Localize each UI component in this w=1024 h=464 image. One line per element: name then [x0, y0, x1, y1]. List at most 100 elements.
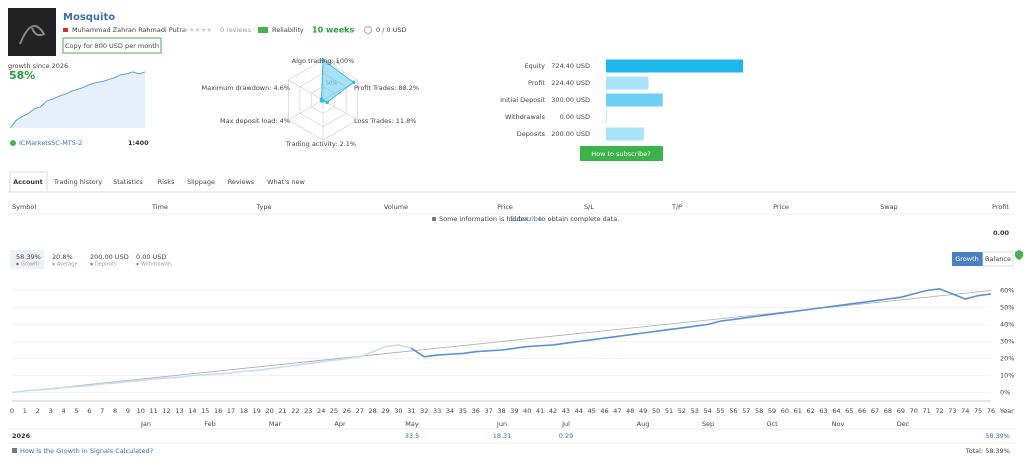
month-label: Apr	[334, 420, 346, 428]
x-tick-label: 74	[961, 407, 969, 415]
flag	[63, 28, 68, 32]
author[interactable]: Muhammad Zahran Rahmadi Putra	[72, 26, 186, 34]
bar	[606, 127, 644, 141]
x-tick-label: 22	[291, 407, 299, 415]
radar-label: Loss Trades: 11.8%	[354, 117, 416, 125]
bar	[606, 76, 649, 90]
tab[interactable]: Slippage	[187, 178, 215, 186]
x-tick-label: 4	[61, 407, 65, 415]
stars: ★★★★★	[183, 26, 212, 34]
growth-line	[410, 287, 992, 358]
x-tick-label: 55	[716, 407, 724, 415]
x-tick-label: 43	[562, 407, 570, 415]
month-growth: 18.31	[493, 432, 512, 440]
x-tick-label: 18	[240, 407, 248, 415]
x-tick-label: 1	[23, 407, 27, 415]
y-tick-label: 60%	[1000, 287, 1014, 295]
footer-link[interactable]: How is the Growth in Signals Calculated?	[20, 447, 153, 455]
x-tick-label: 37	[484, 407, 492, 415]
month-label: Jun	[496, 420, 507, 428]
copy-button-label[interactable]: Copy for 800 USD per month	[65, 42, 159, 50]
stat-dot	[90, 262, 93, 266]
x-tick-label: 76	[987, 407, 995, 415]
column-header: Profit	[992, 203, 1009, 211]
radar-label: Profit Trades: 88.2%	[354, 84, 419, 92]
notice-end: to obtain complete data.	[539, 215, 619, 223]
x-end-label: Year	[999, 407, 1014, 415]
chart-button[interactable]: Growth	[955, 255, 979, 263]
subscribe-label[interactable]: How to subscribe?	[591, 150, 650, 158]
radar-axis	[288, 79, 324, 101]
x-tick-label: 5	[74, 407, 78, 415]
x-tick-label: 44	[575, 407, 583, 415]
x-tick-label: 36	[472, 407, 480, 415]
x-tick-label: 51	[665, 407, 673, 415]
x-tick-label: 52	[678, 407, 686, 415]
leverage: 1:400	[128, 139, 149, 147]
y-tick-label: 20%	[1000, 355, 1014, 363]
tab[interactable]: What's new	[267, 178, 305, 186]
subscribe-button[interactable]	[580, 146, 663, 161]
stat-label: Growth	[21, 262, 39, 268]
y-tick-label: 30%	[1000, 338, 1014, 346]
tab[interactable]: Trading history	[53, 178, 102, 186]
tab[interactable]: Risks	[158, 178, 175, 186]
radar-tick: 100%	[326, 61, 341, 67]
balance-button[interactable]	[982, 251, 1014, 267]
bar	[606, 59, 743, 73]
stat-dot	[52, 262, 55, 266]
x-tick-label: 64	[832, 407, 840, 415]
x-tick-label: 50	[652, 407, 660, 415]
x-tick-label: 57	[742, 407, 750, 415]
y-tick-label: 10%	[1000, 372, 1014, 380]
x-tick-label: 12	[162, 407, 170, 415]
stat-label: Average	[57, 262, 78, 268]
reviews[interactable]: 0 reviews	[220, 26, 252, 34]
x-tick-label: 29	[381, 407, 389, 415]
info-icon	[12, 448, 17, 453]
notice-link[interactable]: Subscribe	[510, 215, 542, 223]
x-tick-label: 41	[536, 407, 544, 415]
x-tick-label: 30	[394, 407, 402, 415]
x-tick-label: 24	[317, 407, 325, 415]
x-tick-label: 6	[87, 407, 91, 415]
x-tick-label: 10	[137, 407, 145, 415]
x-tick-label: 23	[304, 407, 312, 415]
radar-point	[319, 97, 324, 101]
stat-label: Deposits	[95, 262, 117, 268]
avatar	[8, 8, 56, 56]
radar-label: Algo trading: 100%	[292, 57, 355, 65]
x-tick-label: 7	[100, 407, 104, 415]
server[interactable]: ICMarketsSC-MT5-2	[19, 139, 82, 147]
column-header: T/P	[671, 203, 682, 211]
x-tick-label: 46	[600, 407, 608, 415]
signal-title: Mosquito	[63, 12, 115, 23]
column-header: Symbol	[12, 203, 36, 211]
year-total: 58.39%	[985, 432, 1010, 440]
stat-label: Withdrawals	[141, 262, 172, 268]
tab[interactable]: Statistics	[113, 178, 143, 186]
x-tick-label: 25	[330, 407, 338, 415]
stat-value: 58.39%	[16, 253, 41, 261]
x-tick-label: 16	[214, 407, 222, 415]
bar	[606, 110, 607, 124]
tab[interactable]: Reviews	[228, 178, 255, 186]
x-tick-label: 13	[175, 407, 183, 415]
x-tick-label: 48	[626, 407, 634, 415]
column-header: Type	[256, 203, 272, 211]
chart-button[interactable]: Balance	[985, 255, 1011, 263]
x-tick-label: 21	[278, 407, 286, 415]
x-tick-label: 45	[588, 407, 596, 415]
x-tick-label: 49	[639, 407, 647, 415]
bar-label: Deposits	[517, 130, 546, 138]
growth-button[interactable]	[952, 252, 983, 266]
x-tick-label: 15	[201, 407, 209, 415]
notice-icon	[432, 217, 436, 221]
copy-button[interactable]	[62, 37, 162, 54]
avatar-art	[19, 25, 46, 45]
radar-point	[321, 58, 325, 62]
x-tick-label: 66	[858, 407, 866, 415]
x-tick-label: 40	[523, 407, 531, 415]
tab[interactable]: Account	[13, 178, 43, 186]
